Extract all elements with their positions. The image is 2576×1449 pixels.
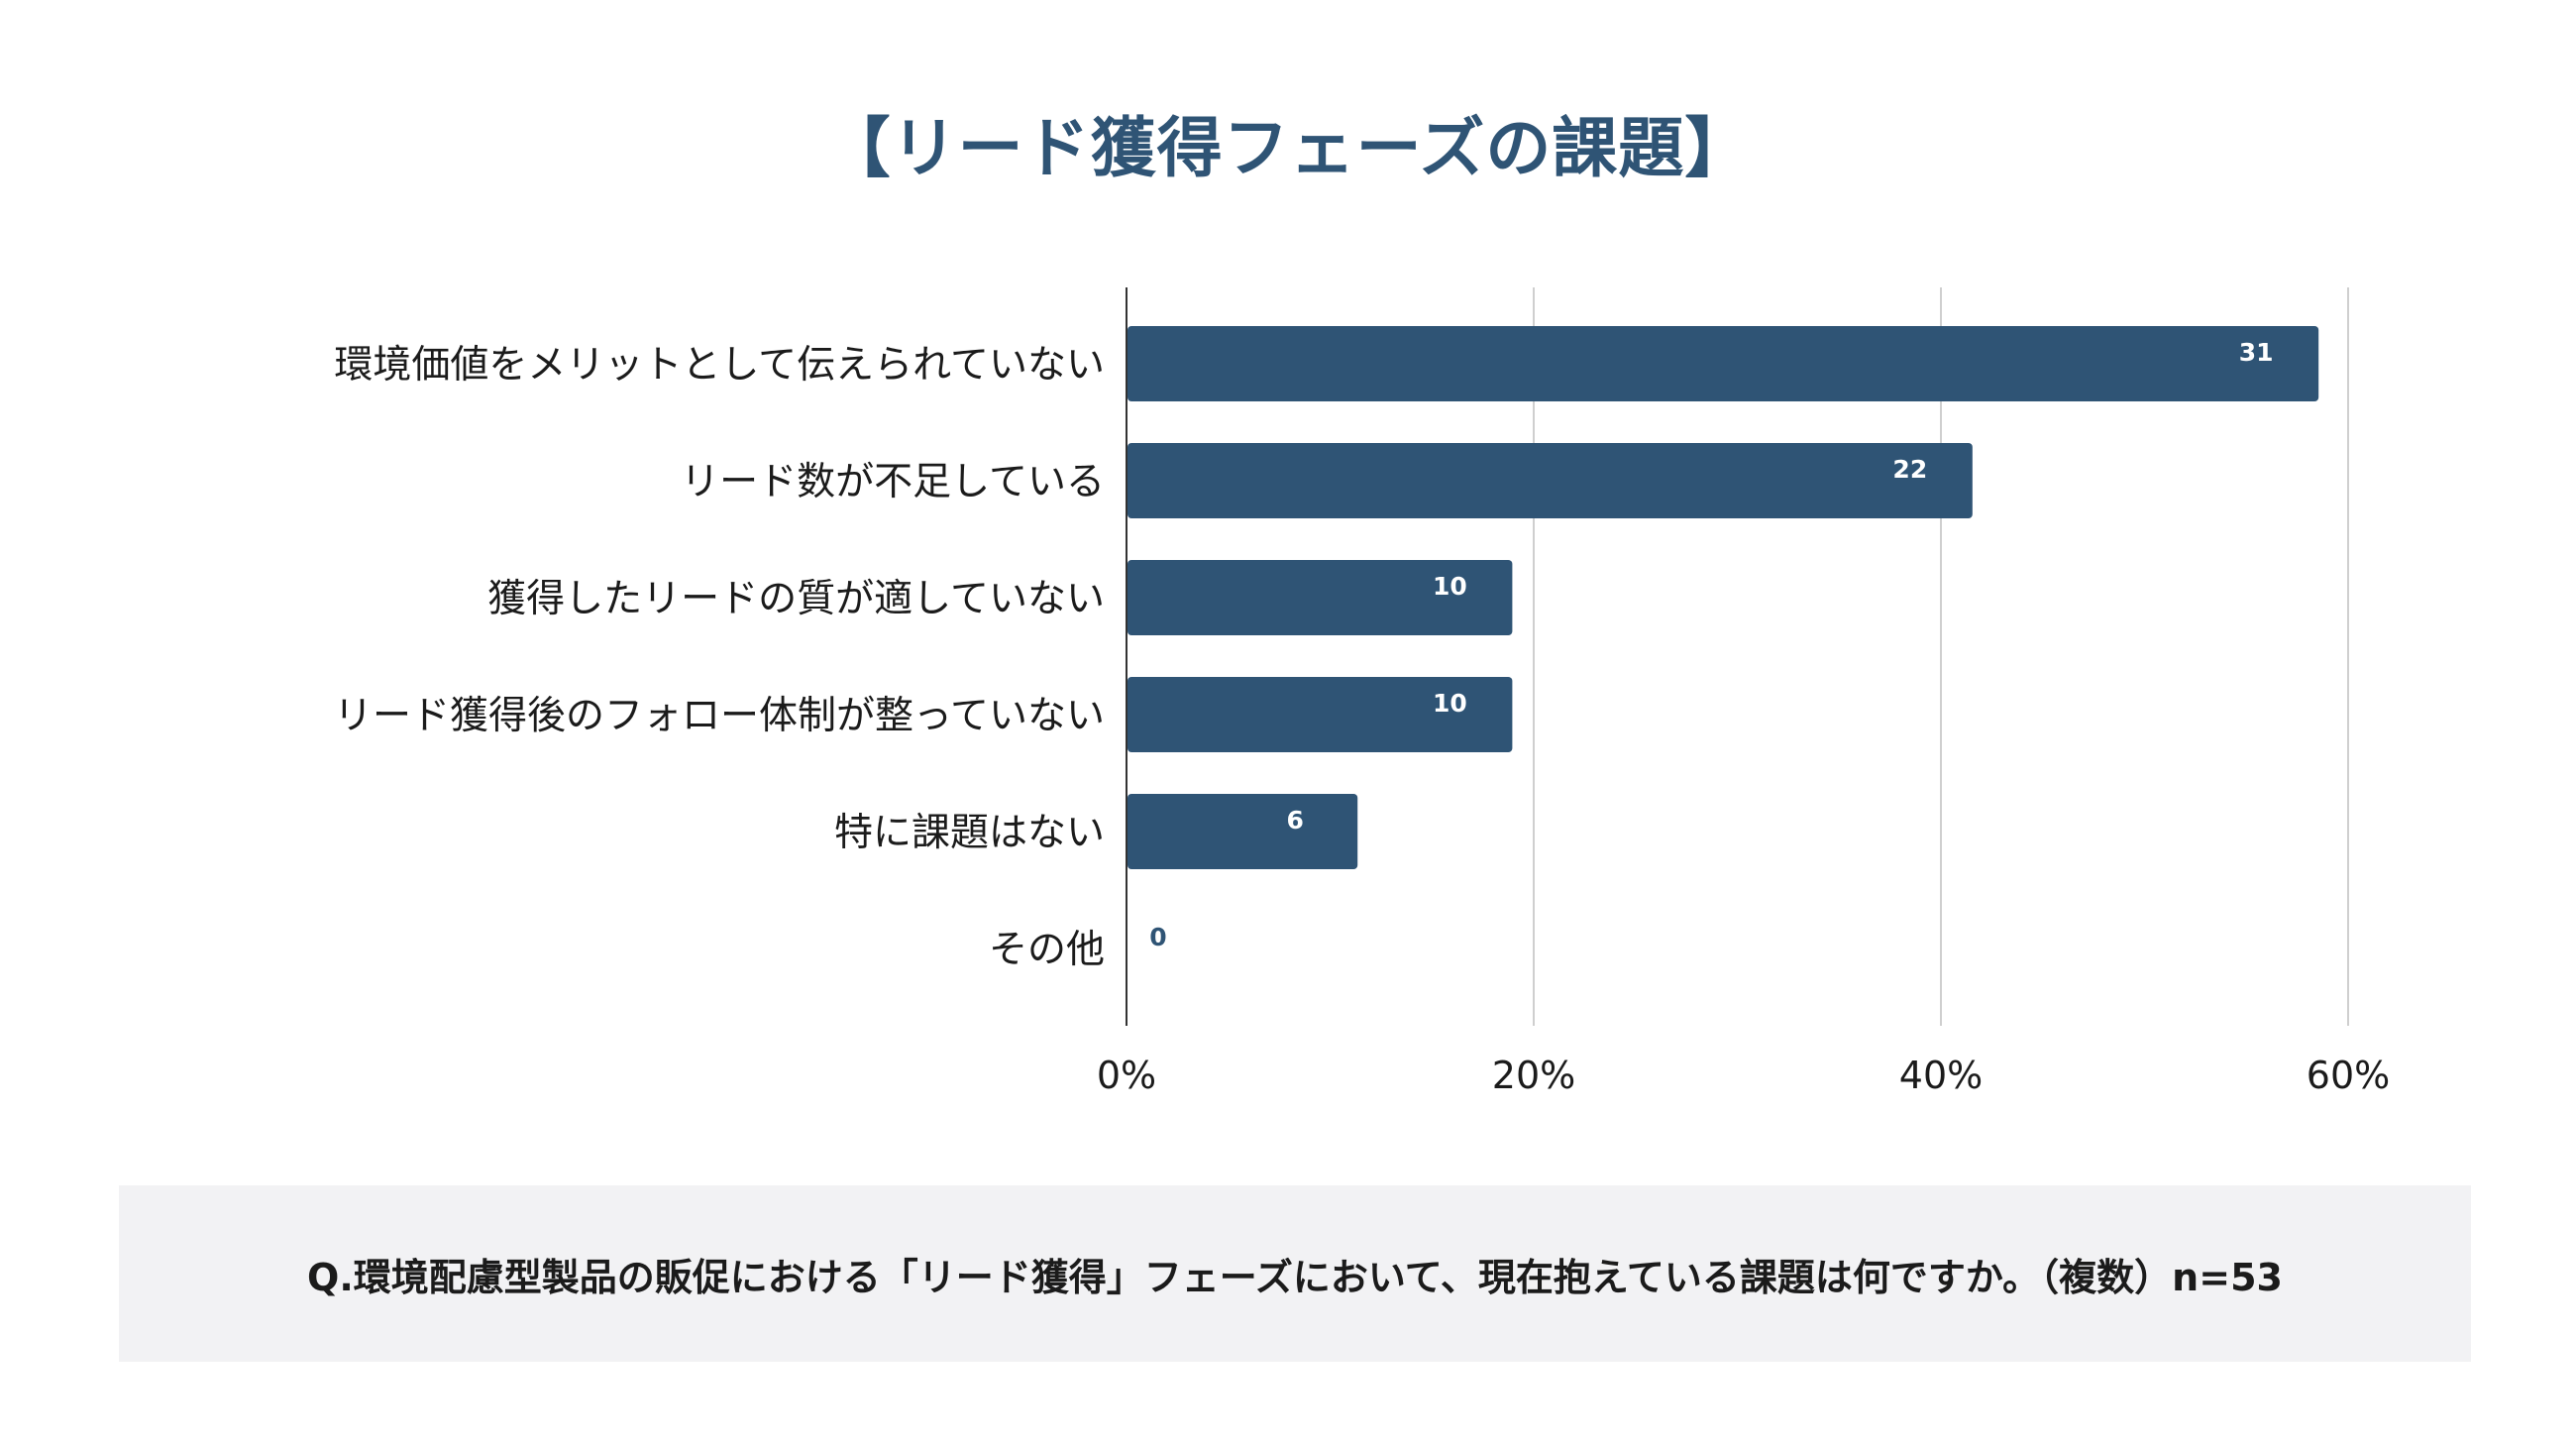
bar [1127, 677, 1513, 752]
bar-value-label: 22 [1892, 455, 1927, 484]
bar [1127, 560, 1513, 635]
chart-title: 【リード獲得フェーズの課題】 [824, 110, 1752, 186]
category-label: 獲得したリードの質が適していない [487, 577, 1105, 621]
bar [1127, 794, 1358, 869]
category-label: リード数が不足している [681, 460, 1105, 504]
x-tick-label: 60% [2307, 1054, 2390, 1097]
bar [1127, 326, 2319, 401]
x-tick-label: 20% [1492, 1054, 1575, 1097]
bar-value-label: 31 [2239, 338, 2274, 367]
category-label: 環境価値をメリットとして伝えられていない [334, 343, 1105, 388]
bar [1127, 443, 1973, 518]
category-label: その他 [989, 928, 1105, 972]
bar-value-label: 10 [1433, 572, 1467, 601]
bar-value-label: 0 [1149, 923, 1166, 951]
question-note-box: Q.環境配慮型製品の販促における「リード獲得」フェーズにおいて、現在抱えている課… [119, 1185, 2471, 1362]
question-text: Q.環境配慮型製品の販促における「リード獲得」フェーズにおいて、現在抱えている課… [307, 1255, 2283, 1299]
category-label: リード獲得後のフォロー体制が整っていない [334, 694, 1105, 738]
x-tick-label: 0% [1097, 1054, 1156, 1097]
x-tick-label: 40% [1899, 1054, 1983, 1097]
category-label: 特に課題はない [834, 811, 1105, 855]
bar-value-label: 10 [1433, 689, 1467, 718]
bar-value-label: 6 [1287, 806, 1304, 835]
